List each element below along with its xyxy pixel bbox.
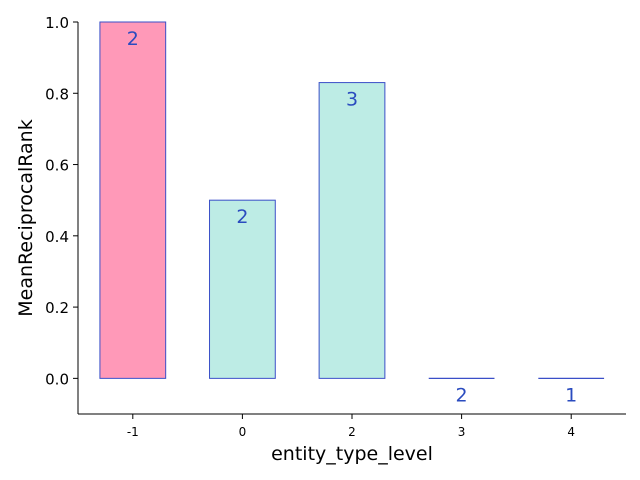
x-tick-label: 3	[458, 425, 466, 439]
bar-label-2: 3	[346, 89, 358, 111]
y-axis-title: MeanReciprocalRank	[15, 119, 37, 316]
y-tick-label: 1.0	[45, 14, 69, 32]
bar-labels-group: 2 2 3 2 1	[127, 28, 577, 406]
bar-label-0: 2	[236, 206, 248, 228]
bar-label-4: 1	[565, 384, 577, 406]
x-ticks-group: -1 0 2 3 4	[127, 414, 575, 439]
y-ticks-group: 0.0 0.2 0.4 0.6 0.8 1.0	[45, 14, 78, 388]
y-tick-label: 0.2	[45, 299, 69, 317]
x-axis-title: entity_type_level	[271, 443, 433, 465]
x-tick-label: 0	[239, 425, 247, 439]
x-tick-label: 4	[567, 425, 575, 439]
bar-label--1: 2	[127, 28, 139, 50]
y-tick-label: 0.0	[45, 370, 69, 388]
bar-label-3: 2	[456, 384, 468, 406]
y-tick-label: 0.8	[45, 85, 69, 103]
y-tick-label: 0.6	[45, 157, 69, 175]
bar--1	[99, 21, 167, 379]
bar-2	[318, 82, 386, 379]
x-tick-label: -1	[127, 425, 139, 439]
bar-0	[209, 199, 276, 379]
y-tick-label: 0.4	[45, 228, 69, 246]
x-tick-label: 2	[348, 425, 356, 439]
bars-group	[99, 21, 605, 379]
